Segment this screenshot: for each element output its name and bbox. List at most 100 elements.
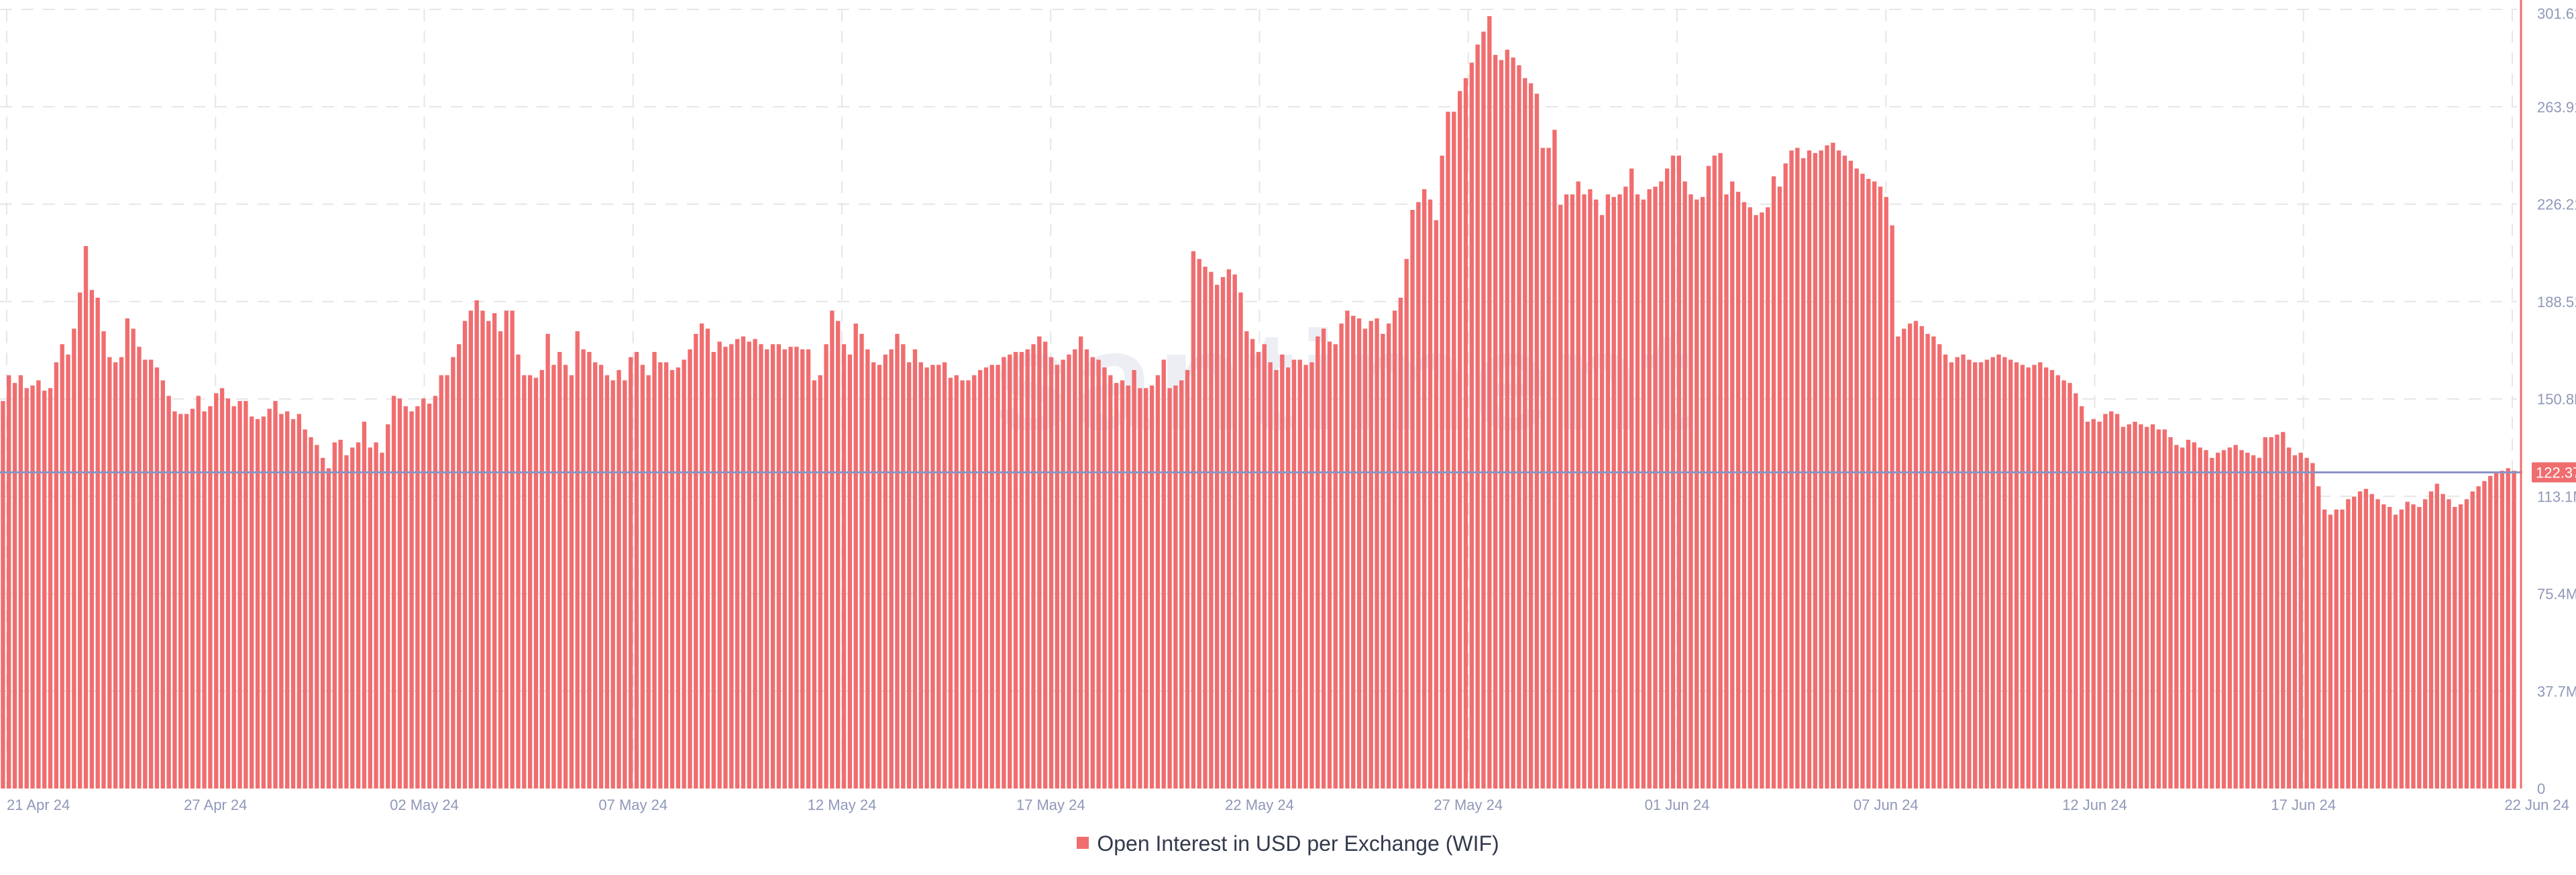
bar [1907, 323, 1913, 789]
bar [2304, 457, 2309, 789]
bar [1333, 344, 1338, 789]
bar [741, 336, 746, 789]
bar [1434, 220, 1439, 789]
bar [634, 351, 639, 789]
bar [1316, 336, 1320, 789]
bar [2061, 380, 2066, 789]
bar [261, 416, 266, 789]
bar [1931, 336, 1936, 789]
bar [1688, 194, 1693, 789]
bar [1664, 168, 1670, 789]
bar [2434, 483, 2439, 789]
bar [1084, 349, 1089, 789]
bar [2139, 424, 2143, 789]
bar [688, 349, 692, 789]
bar [1984, 359, 1990, 789]
bar [604, 375, 610, 789]
bar [486, 320, 491, 789]
bar [7, 375, 11, 789]
bar [1771, 176, 1776, 789]
bar [847, 354, 853, 789]
bar [2381, 504, 2386, 789]
bar [2453, 507, 2457, 789]
bar [1303, 365, 1308, 789]
bar [652, 351, 657, 789]
bar [1327, 341, 1332, 789]
bar [2227, 447, 2233, 789]
bar [1446, 111, 1450, 789]
bar [504, 310, 508, 789]
bar [1285, 367, 1291, 789]
bar [48, 388, 53, 789]
bar [2357, 491, 2363, 789]
bar [1321, 329, 1326, 789]
bar [735, 339, 740, 789]
bar [2322, 509, 2327, 789]
bar [818, 375, 822, 789]
bar [794, 347, 799, 789]
bar [2476, 486, 2481, 789]
bar [397, 398, 402, 789]
bar [889, 349, 894, 789]
bar [1777, 186, 1782, 789]
bar [125, 318, 129, 789]
bar [1860, 174, 1865, 789]
bar [2043, 367, 2049, 789]
bar [284, 411, 290, 789]
bar [154, 367, 160, 789]
bar [1238, 292, 1243, 789]
bar [2352, 496, 2357, 789]
bar [977, 369, 983, 789]
y-tick-labels: 0 37.7M 75.4M 113.1M 150.8M 188.51M 226.21M 263… [2532, 5, 2576, 797]
bar [1599, 215, 1605, 789]
bar [380, 453, 384, 789]
x-tick-labels: 21 Apr 24 27 Apr 24 02 May 24 07 May 24 12 M… [7, 797, 2569, 813]
bar [1463, 78, 1468, 789]
bar [427, 403, 432, 789]
bar [989, 365, 994, 789]
bar [640, 365, 645, 789]
bar [658, 362, 663, 789]
bar [1167, 388, 1172, 789]
bar [996, 365, 1000, 789]
bar [676, 367, 681, 789]
bar [1890, 225, 1894, 789]
bar [1351, 315, 1356, 789]
bar [374, 442, 378, 789]
bar [2020, 365, 2025, 789]
bar [2263, 437, 2267, 789]
bar [1695, 199, 1699, 789]
bar [1256, 351, 1261, 789]
y-tick-label: 226.21M [2537, 196, 2576, 213]
bar [480, 310, 485, 789]
legend[interactable]: Open Interest in USD per Exchange (WIF) [0, 830, 2576, 856]
bar [54, 362, 59, 789]
bar [1605, 194, 1611, 789]
bar [1937, 344, 1942, 789]
bar [1943, 354, 1948, 789]
bar [865, 349, 870, 789]
bar [841, 344, 847, 789]
x-tick-label: 27 Apr 24 [184, 797, 247, 813]
bar [883, 354, 888, 789]
bar [297, 414, 302, 789]
bar [983, 367, 989, 789]
bar [1392, 310, 1397, 789]
bar [303, 429, 307, 789]
bar [1552, 129, 1557, 789]
bar [1274, 369, 1279, 789]
bar [1961, 354, 1966, 789]
y-tick-label: 263.91M [2537, 99, 2576, 115]
bar [669, 369, 675, 789]
bar [2133, 421, 2137, 789]
bar [36, 380, 41, 789]
bar [368, 447, 372, 789]
bar [1623, 186, 1628, 789]
bar [2334, 509, 2339, 789]
bar [699, 323, 704, 789]
bar [1138, 388, 1142, 789]
bar [2186, 439, 2191, 789]
bar [244, 401, 248, 789]
bar [2085, 421, 2090, 789]
